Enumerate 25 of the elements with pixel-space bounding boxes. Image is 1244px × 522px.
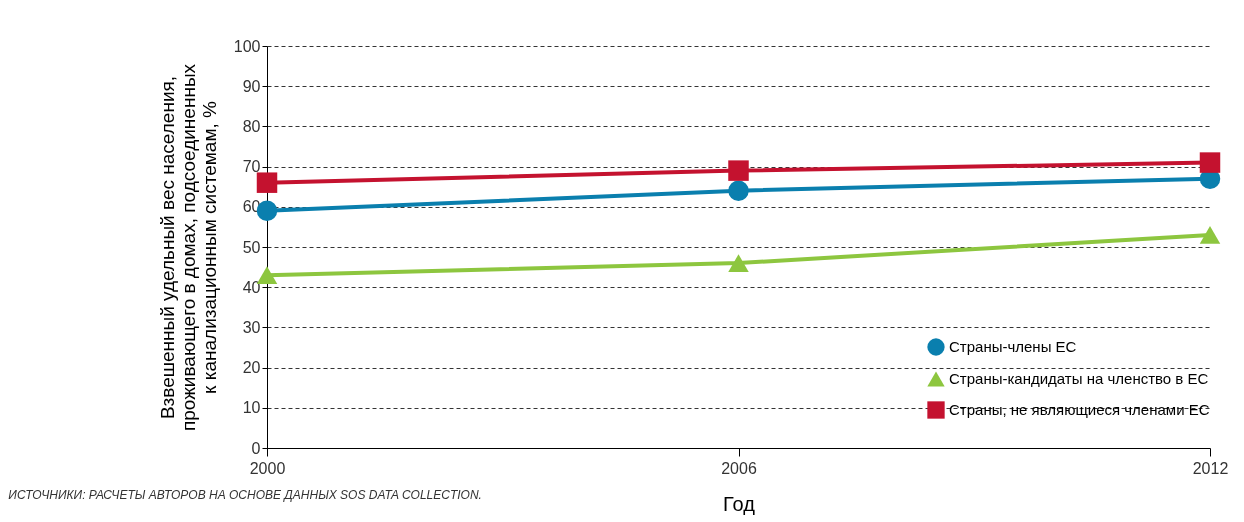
- y-tick-label: 100: [233, 37, 261, 55]
- point: [1199, 226, 1221, 244]
- legend-label: Страны, не являющиеся членами ЕС: [949, 401, 1210, 418]
- x-axis-title: Год: [723, 492, 756, 515]
- x-tick-label: 2012: [1192, 459, 1229, 477]
- y-tick-label: 40: [242, 278, 261, 296]
- point: [728, 254, 749, 272]
- y-tick-label: 80: [242, 117, 261, 135]
- y-tick-label: 10: [242, 399, 261, 417]
- y-axis-title: Взвешенный удельный вес населения, проживающего в домах, подсоединенных к канализационным системам, %: [156, 63, 220, 432]
- x-tick-label: 2006: [721, 459, 757, 477]
- y-tick-label: 90: [242, 77, 261, 95]
- text: ИСТОЧНИКИ: РАСЧЕТЫ АВТОРОВ НА ОСНОВЕ ДАННЫХ SOS DATA COLLECTION.: [8, 488, 482, 502]
- y-tick-label: 70: [242, 158, 261, 176]
- point: [728, 160, 749, 181]
- point: [728, 180, 749, 201]
- y-tick-label: 50: [242, 238, 261, 256]
- point: [256, 172, 278, 193]
- point: [1199, 152, 1221, 173]
- x-tick-label: 2000: [249, 459, 286, 477]
- legend-label: Страны-члены ЕС: [949, 338, 1077, 355]
- y-tick-label: 30: [242, 318, 261, 336]
- legend-label: Страны-кандидаты на членство в ЕС: [949, 370, 1209, 387]
- y-tick-label: 0: [251, 439, 261, 457]
- y-tick-label: 20: [242, 359, 261, 377]
